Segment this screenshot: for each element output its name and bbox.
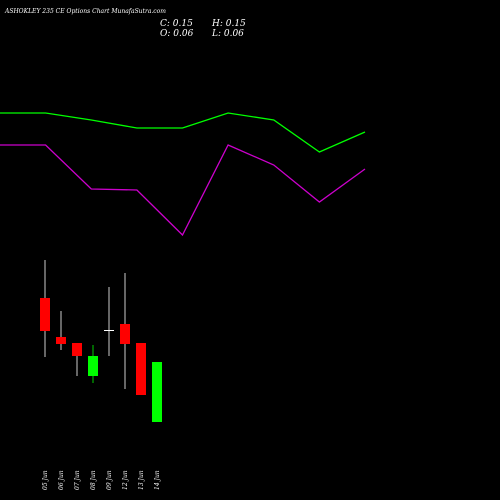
candle-body [40,298,50,331]
x-tick-label: 05 Jun [42,470,49,490]
candle-body [72,343,82,356]
candle-body [136,343,146,395]
x-tick-label: 12 Jun [122,470,129,490]
x-tick-label: 06 Jun [58,470,65,490]
chart-title: ASHOKLEY 235 CE Options Chart MunafaSutr… [4,8,166,15]
x-tick-label: 13 Jun [138,470,145,490]
candle-body [88,356,98,376]
close-label: C: 0.15 [160,19,193,29]
high-label: H: 0.15 [211,19,246,29]
x-tick-label: 07 Jun [74,470,81,490]
candle-body [56,337,66,344]
x-tick-label: 14 Jun [154,470,161,490]
candle-body [104,330,114,331]
x-tick-label: 09 Jun [106,470,113,490]
open-label: O: 0.06 [160,29,194,39]
candle-body [152,362,162,422]
low-label: L: 0.06 [211,29,244,39]
indicator-line [0,144,366,237]
candle-body [120,324,130,344]
indicator-line [0,112,366,153]
x-tick-label: 08 Jun [90,470,97,490]
